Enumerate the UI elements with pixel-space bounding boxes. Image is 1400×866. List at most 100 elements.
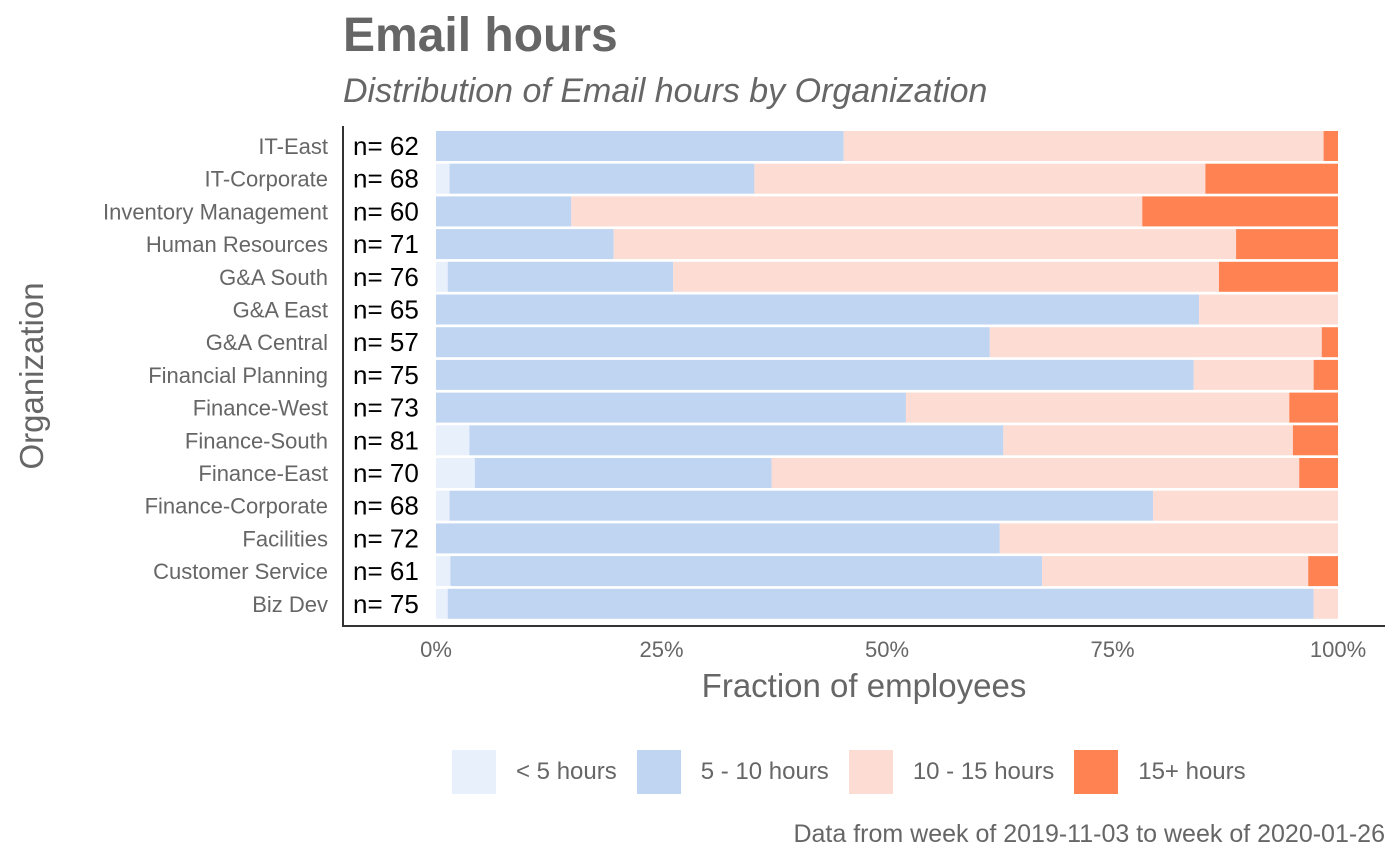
n-label: n= 73 — [353, 393, 419, 423]
y-tick-label: G&A Central — [206, 330, 328, 355]
bar-segment — [771, 458, 1300, 488]
x-tick-label: 0% — [420, 637, 452, 662]
n-label: n= 57 — [353, 327, 419, 357]
n-label: n= 72 — [353, 523, 419, 553]
y-tick-label: Finance-East — [198, 461, 328, 486]
bar-segment — [1308, 556, 1338, 587]
bar-segment — [905, 392, 1290, 423]
legend-label: 15+ hours — [1138, 758, 1246, 785]
n-label: n= 68 — [353, 491, 419, 521]
legend-swatch — [848, 750, 893, 794]
y-tick-label: IT-Corporate — [205, 167, 329, 192]
n-label: n= 81 — [353, 425, 419, 455]
bar-segment — [1218, 261, 1338, 292]
legend-item: 15+ hours — [1074, 750, 1246, 794]
n-label: n= 76 — [353, 262, 419, 292]
n-label: n= 68 — [353, 164, 419, 194]
bar-segment — [1299, 458, 1338, 488]
y-tick-label: G&A South — [219, 265, 328, 290]
n-label: n= 75 — [353, 589, 419, 619]
bar-segment — [474, 458, 772, 488]
bars-layer — [436, 131, 1338, 619]
bar-segment — [436, 294, 1200, 325]
y-tick-label: Finance-South — [185, 428, 328, 453]
bar-segment — [1003, 425, 1293, 456]
bar-segment — [673, 261, 1219, 292]
bar-segment — [436, 490, 450, 521]
bar-segment — [1205, 163, 1338, 194]
bar-segment — [754, 163, 1206, 194]
y-tick-label: Human Resources — [146, 232, 328, 257]
n-label: n= 60 — [353, 196, 419, 226]
bar-segment — [447, 261, 674, 292]
bar-segment — [1292, 425, 1338, 456]
legend-swatch — [636, 750, 681, 794]
bar-segment — [1313, 359, 1338, 390]
bar-segment — [449, 490, 1154, 521]
bar-segment — [613, 229, 1237, 260]
bar-segment — [1142, 196, 1338, 227]
bar-segment — [436, 588, 448, 619]
legend-label: < 5 hours — [516, 758, 617, 785]
bar-segment — [436, 131, 844, 161]
bar-segment — [1236, 229, 1338, 260]
bar-segment — [447, 588, 1314, 619]
bar-segment — [999, 523, 1338, 554]
legend-item: 5 - 10 hours — [636, 750, 829, 794]
n-labels: n= 62n= 68n= 60n= 71n= 76n= 65n= 57n= 75… — [353, 131, 419, 619]
bar-segment — [436, 425, 470, 456]
legend-swatch — [452, 750, 496, 794]
legend-swatch — [1074, 750, 1119, 794]
bar-segment — [1313, 588, 1338, 619]
bar-segment — [436, 261, 448, 292]
n-label: n= 71 — [353, 229, 419, 259]
bar-segment — [1321, 327, 1338, 358]
bar-segment — [1323, 131, 1338, 161]
x-tick-label: 25% — [639, 637, 683, 662]
bar-segment — [436, 196, 572, 227]
y-tick-label: Finance-West — [193, 396, 328, 421]
bar-segment — [436, 327, 990, 358]
x-tick-label: 100% — [1310, 637, 1366, 662]
bar-segment — [436, 229, 614, 260]
bar-segment — [436, 556, 451, 587]
n-label: n= 70 — [353, 458, 419, 488]
y-tick-label: Biz Dev — [252, 592, 328, 617]
chart-title: Email hours — [343, 9, 618, 62]
legend: < 5 hours 5 - 10 hours 10 - 15 hours 15+ ho… — [452, 750, 1266, 794]
y-tick-labels: IT-East IT-Corporate Inventory Management H… — [103, 134, 328, 617]
n-label: n= 75 — [353, 360, 419, 390]
bar-segment — [436, 392, 906, 423]
bar-segment — [436, 163, 450, 194]
n-label: n= 61 — [353, 556, 419, 586]
bar-segment — [1193, 359, 1314, 390]
y-tick-label: Customer Service — [153, 559, 328, 584]
n-label: n= 65 — [353, 295, 419, 325]
y-tick-label: Financial Planning — [148, 363, 328, 388]
bar-segment — [1199, 294, 1338, 325]
bar-segment — [571, 196, 1143, 227]
legend-label: 5 - 10 hours — [700, 758, 829, 785]
y-tick-label: Finance-Corporate — [145, 494, 328, 519]
y-tick-label: Inventory Management — [103, 199, 328, 224]
chart-subtitle: Distribution of Email hours by Organizat… — [343, 72, 988, 110]
x-tick-label: 75% — [1090, 637, 1134, 662]
bar-segment — [843, 131, 1324, 161]
y-tick-label: IT-East — [258, 134, 328, 159]
bar-segment — [1153, 490, 1338, 521]
legend-label: 10 - 15 hours — [912, 758, 1055, 785]
bar-segment — [436, 523, 1000, 554]
y-axis-title: Organization — [13, 282, 50, 469]
x-tick-label: 50% — [865, 637, 909, 662]
bar-segment — [1042, 556, 1309, 587]
y-tick-label: G&A East — [233, 298, 328, 323]
bar-segment — [989, 327, 1322, 358]
legend-item: < 5 hours — [452, 750, 617, 794]
x-axis-title: Fraction of employees — [702, 667, 1027, 704]
n-label: n= 62 — [353, 131, 419, 161]
legend-item: 10 - 15 hours — [848, 750, 1055, 794]
bar-segment — [469, 425, 1004, 456]
bar-segment — [436, 458, 475, 488]
chart-caption: Data from week of 2019-11-03 to week of … — [793, 820, 1385, 848]
